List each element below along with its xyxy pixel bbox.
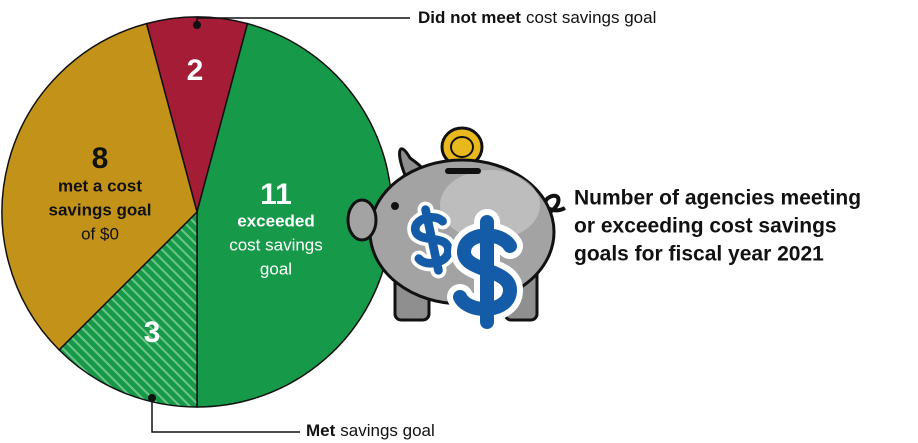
pie-slice	[58, 210, 198, 408]
slice-value-label: 11	[260, 178, 292, 211]
slice-note: of $0	[81, 224, 119, 243]
slice-value-label: 2	[187, 54, 204, 87]
callout-strong: Did not meet	[418, 8, 521, 27]
pie-slice	[1, 22, 198, 351]
slice-value-label: 3	[144, 316, 161, 349]
pie	[1, 16, 393, 408]
callout-strong: Met	[306, 421, 336, 440]
slice-note: cost savings	[229, 235, 323, 254]
slice-note: met a cost	[58, 176, 142, 195]
callout-lines	[148, 17, 410, 433]
callout: Did not meet cost savings goal	[418, 8, 656, 27]
slice-note: savings goal	[49, 200, 152, 219]
slice-note: exceeded	[237, 211, 315, 230]
chart-title: or exceeding cost savings	[574, 215, 837, 238]
callout-rest: cost savings goal	[526, 8, 656, 27]
piggy-bank	[346, 126, 566, 335]
pie-slice	[145, 16, 249, 215]
slice-note: goal	[260, 259, 292, 278]
callout: Met savings goal	[306, 421, 435, 440]
chart-title: goals for fiscal year 2021	[574, 243, 824, 266]
chart-title: Number of agencies meeting	[574, 187, 861, 210]
callout-rest: savings goal	[340, 421, 435, 440]
slice-value-label: 8	[92, 142, 109, 175]
